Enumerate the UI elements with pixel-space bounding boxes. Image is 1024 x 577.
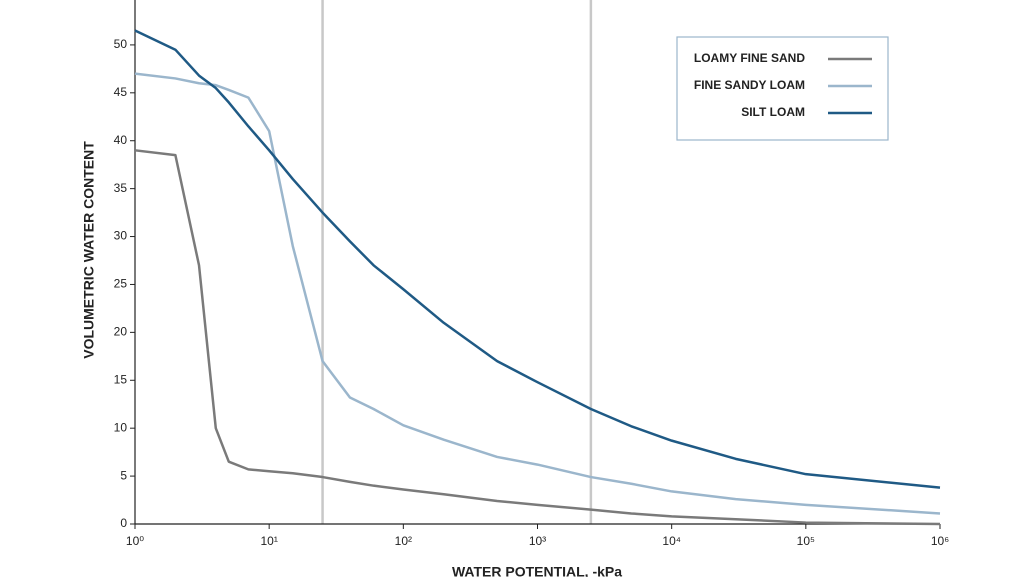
legend-label: FINE SANDY LOAM <box>694 78 805 92</box>
y-tick-label: 30 <box>114 229 128 243</box>
y-tick-label: 55 <box>114 0 128 3</box>
x-tick-label: 10³ <box>529 534 546 548</box>
data-line <box>134 72 941 515</box>
y-axis-label: VOLUMETRIC WATER CONTENT <box>81 141 97 359</box>
y-tick-label: 25 <box>114 277 128 291</box>
y-tick-label: 5 <box>120 468 127 482</box>
y-tick-label: 20 <box>114 325 128 339</box>
y-tick-label: 15 <box>114 372 128 386</box>
x-tick-label: 10² <box>395 534 412 548</box>
x-axis-label: WATER POTENTIAL, -kPa <box>452 564 622 577</box>
legend-box <box>676 36 889 141</box>
y-tick-label: 40 <box>114 133 128 147</box>
y-tick-label: 10 <box>114 420 128 434</box>
y-tick-label: 0 <box>120 516 127 530</box>
y-tick-label: 35 <box>114 181 128 195</box>
data-line <box>134 149 941 526</box>
x-tick-label: 10⁴ <box>662 534 681 548</box>
legend-label: SILT LOAM <box>741 105 805 119</box>
x-tick-label: 10⁵ <box>797 534 815 548</box>
data-line <box>134 29 941 489</box>
x-tick-label: 10⁰ <box>126 534 144 548</box>
legend-label: LOAMY FINE SAND <box>694 51 805 65</box>
y-tick-label: 50 <box>114 37 128 51</box>
y-tick-label: 45 <box>114 85 128 99</box>
x-tick-label: 10⁶ <box>931 534 949 548</box>
x-tick-label: 10¹ <box>260 534 277 548</box>
